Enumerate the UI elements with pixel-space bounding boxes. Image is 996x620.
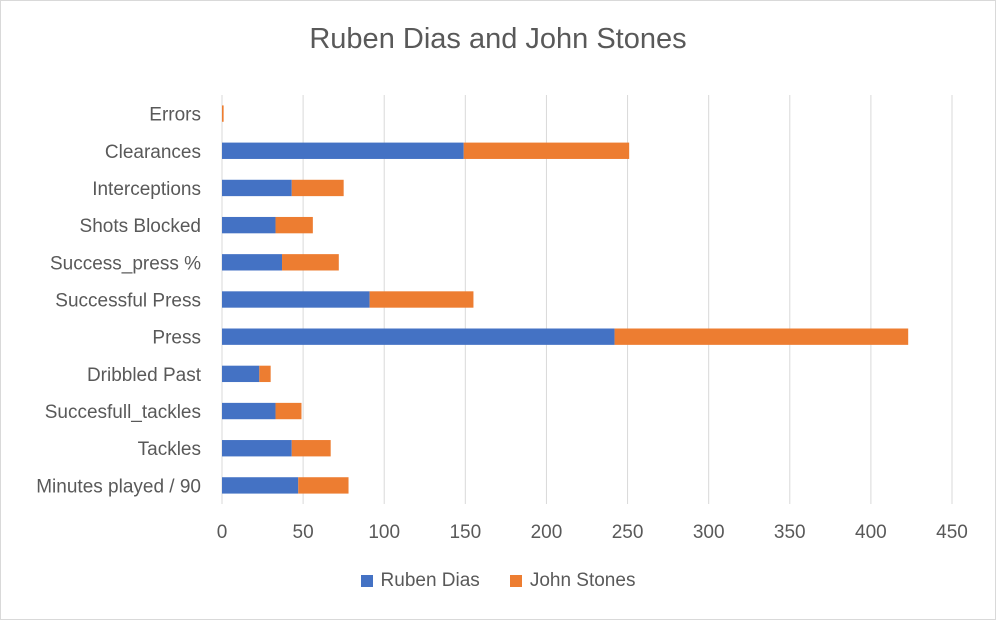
bar-ruben-dias	[222, 216, 276, 234]
bar-john-stones	[222, 105, 224, 122]
bar-john-stones	[614, 328, 909, 345]
bar-ruben-dias	[222, 328, 615, 345]
bar-john-stones	[259, 365, 271, 383]
bar-ruben-dias	[222, 291, 370, 308]
bar-john-stones	[369, 291, 474, 308]
x-tick-label: 400	[855, 522, 887, 543]
y-category-label: Clearances	[105, 142, 201, 163]
y-category-label: Press	[152, 328, 201, 349]
legend-item: Ruben Dias	[360, 570, 480, 592]
bar-ruben-dias	[222, 179, 292, 197]
x-tick-label: 300	[693, 522, 725, 543]
legend-item: John Stones	[509, 570, 636, 592]
bar-john-stones	[275, 216, 313, 234]
y-category-label: Interceptions	[92, 179, 201, 200]
bar-john-stones	[291, 179, 344, 197]
legend-label: Ruben Dias	[380, 570, 480, 591]
x-tick-label: 250	[612, 522, 644, 543]
chart-title: Ruben Dias and John Stones	[309, 23, 687, 55]
x-tick-label: 200	[531, 522, 563, 543]
y-category-label: Minutes played / 90	[36, 476, 201, 497]
bar-ruben-dias	[222, 254, 283, 271]
legend-swatch	[360, 575, 373, 587]
y-category-label: Tackles	[138, 439, 201, 460]
legend-swatch	[509, 575, 522, 587]
x-tick-label: 150	[449, 522, 481, 543]
x-tick-label: 100	[368, 522, 400, 543]
x-tick-label: 450	[936, 522, 968, 543]
x-tick-label: 50	[293, 522, 314, 543]
bar-ruben-dias	[222, 365, 260, 383]
y-category-label: Success_press %	[50, 253, 201, 274]
bar-john-stones	[291, 440, 331, 457]
bar-john-stones	[463, 142, 630, 159]
y-category-label: Successful Press	[55, 291, 201, 312]
bar-ruben-dias	[222, 440, 292, 457]
legend-label: John Stones	[529, 570, 636, 591]
y-category-label: Shots Blocked	[80, 216, 201, 237]
x-tick-label: 0	[217, 522, 228, 543]
bar-ruben-dias	[222, 477, 299, 494]
y-category-label: Errors	[149, 105, 201, 126]
chart-legend: Ruben Dias John Stones	[1, 570, 995, 592]
bar-ruben-dias	[222, 142, 464, 159]
bar-john-stones	[275, 402, 302, 420]
x-tick-label: 350	[774, 522, 806, 543]
y-category-label: Succesfull_tackles	[45, 402, 201, 423]
bar-john-stones	[298, 477, 349, 494]
bar-ruben-dias	[222, 402, 276, 420]
bar-john-stones	[282, 254, 339, 271]
y-category-label: Dribbled Past	[87, 365, 202, 386]
